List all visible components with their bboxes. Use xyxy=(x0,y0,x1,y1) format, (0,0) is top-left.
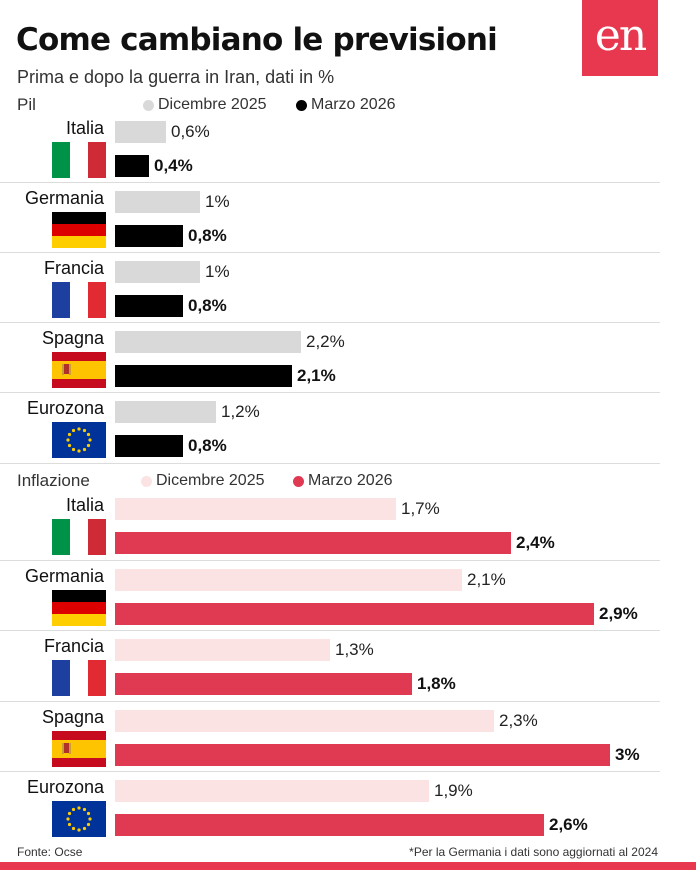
pil-country-spagna: Spagna xyxy=(41,328,104,348)
inflazione-bar-francia-dicembre xyxy=(115,639,330,661)
footer-accent-bar xyxy=(0,862,696,870)
inflazione-bar-spagna-marzo xyxy=(115,743,610,766)
spagna-flag-icon xyxy=(52,352,106,388)
pil-value-spagna-marzo: 2,1% xyxy=(297,366,336,385)
row-divider xyxy=(0,700,660,702)
inflazione-value-germania-dicembre: 2,1% xyxy=(467,569,506,589)
footnote: *Per la Germania i dati sono aggiornati … xyxy=(409,845,658,859)
source-note: Fonte: Ocse xyxy=(17,845,83,859)
pil-country-eurozona: Eurozona xyxy=(26,398,104,418)
pil-value-eurozona-dicembre: 1,2% xyxy=(221,402,260,421)
pil-value-italia-marzo: 0,4% xyxy=(154,156,193,175)
eurozona-flag-icon xyxy=(52,422,106,458)
legend-dot xyxy=(143,99,154,111)
inflazione-bar-germania-dicembre xyxy=(115,568,462,591)
legend-dot xyxy=(296,99,307,111)
pil-bar-germania-marzo xyxy=(115,225,183,247)
pil-bar-francia-marzo xyxy=(115,295,183,317)
inflazione-country-germania: Germania xyxy=(24,565,104,586)
pil-bar-italia-marzo xyxy=(115,155,149,177)
francia-flag-icon xyxy=(52,282,106,318)
row-divider xyxy=(0,252,660,253)
inflazione-value-spagna-dicembre: 2,3% xyxy=(499,710,538,730)
row-divider xyxy=(0,182,660,183)
inflazione-value-francia-marzo: 1,8% xyxy=(417,674,456,693)
inflazione-legend-marzo: Marzo 2026 xyxy=(293,472,393,490)
pil-country-francia: Francia xyxy=(43,258,104,278)
pil-bar-francia-dicembre xyxy=(115,261,200,283)
pil-value-eurozona-marzo: 0,8% xyxy=(188,436,227,455)
legend-label: Dicembre 2025 xyxy=(158,96,267,113)
inflazione-bar-italia-marzo xyxy=(115,532,511,554)
row-divider xyxy=(0,392,660,393)
germania-flag-icon xyxy=(52,589,106,626)
row-divider xyxy=(0,771,660,772)
pil-bar-spagna-dicembre xyxy=(115,331,301,353)
inflazione-country-eurozona: Eurozona xyxy=(26,777,104,797)
legend-label: Marzo 2026 xyxy=(311,96,396,113)
pil-value-spagna-dicembre: 2,2% xyxy=(306,332,345,351)
brand-logo: en xyxy=(582,0,658,76)
francia-flag-icon xyxy=(52,660,106,696)
legend-dot xyxy=(141,475,152,487)
pil-value-francia-marzo: 0,8% xyxy=(188,296,227,315)
inflazione-bar-germania-marzo xyxy=(115,602,594,625)
chart-subtitle: Prima e dopo la guerra in Iran, dati in … xyxy=(17,67,335,87)
inflazione-country-francia: Francia xyxy=(43,636,104,656)
pil-bar-eurozona-dicembre xyxy=(115,401,216,423)
inflazione-value-eurozona-marzo: 2,6% xyxy=(549,815,588,834)
pil-value-germania-marzo: 0,8% xyxy=(188,226,227,245)
legend-dot xyxy=(293,475,304,487)
chart-title: Come cambiano le previsioni xyxy=(16,22,498,58)
inflazione-bar-eurozona-marzo xyxy=(115,814,544,836)
pil-country-italia: Italia xyxy=(65,118,104,138)
pil-legend-dicembre: Dicembre 2025 xyxy=(143,96,267,114)
inflazione-bar-eurozona-dicembre xyxy=(115,780,429,802)
inflazione-value-francia-dicembre: 1,3% xyxy=(335,640,374,659)
pil-bar-italia-dicembre xyxy=(115,121,166,143)
inflazione-bar-spagna-dicembre xyxy=(115,709,494,732)
row-divider xyxy=(0,322,660,323)
legend-label: Marzo 2026 xyxy=(308,472,393,489)
inflazione-value-italia-dicembre: 1,7% xyxy=(401,499,440,518)
pil-country-germania: Germania xyxy=(24,188,104,208)
pil-bar-germania-dicembre xyxy=(115,191,200,213)
inflazione-legend-dicembre: Dicembre 2025 xyxy=(141,472,265,490)
inflazione-value-spagna-marzo: 3% xyxy=(615,744,640,764)
inflazione-value-italia-marzo: 2,4% xyxy=(516,533,555,552)
pil-value-germania-dicembre: 1% xyxy=(205,192,230,211)
row-divider xyxy=(0,630,660,631)
inflazione-section-label: Inflazione xyxy=(17,471,90,490)
inflazione-country-italia: Italia xyxy=(65,495,104,515)
inflazione-country-spagna: Spagna xyxy=(41,706,104,727)
pil-bar-spagna-marzo xyxy=(115,365,292,387)
pil-bar-eurozona-marzo xyxy=(115,435,183,457)
row-divider xyxy=(0,559,660,561)
inflazione-value-germania-marzo: 2,9% xyxy=(599,603,638,623)
brand-logo-text: en xyxy=(594,9,647,61)
italia-flag-icon xyxy=(52,519,106,555)
legend-label: Dicembre 2025 xyxy=(156,472,265,489)
italia-flag-icon xyxy=(52,142,106,178)
spagna-flag-icon xyxy=(52,730,106,767)
pil-legend-marzo: Marzo 2026 xyxy=(296,96,396,114)
germania-flag-icon xyxy=(52,212,106,248)
inflazione-value-eurozona-dicembre: 1,9% xyxy=(434,781,473,800)
pil-section-label: Pil xyxy=(17,95,36,114)
inflazione-bar-francia-marzo xyxy=(115,673,412,695)
pil-value-italia-dicembre: 0,6% xyxy=(171,122,210,141)
pil-value-francia-dicembre: 1% xyxy=(205,262,230,281)
eurozona-flag-icon xyxy=(52,801,106,837)
section-divider xyxy=(0,463,660,464)
inflazione-bar-italia-dicembre xyxy=(115,498,396,520)
